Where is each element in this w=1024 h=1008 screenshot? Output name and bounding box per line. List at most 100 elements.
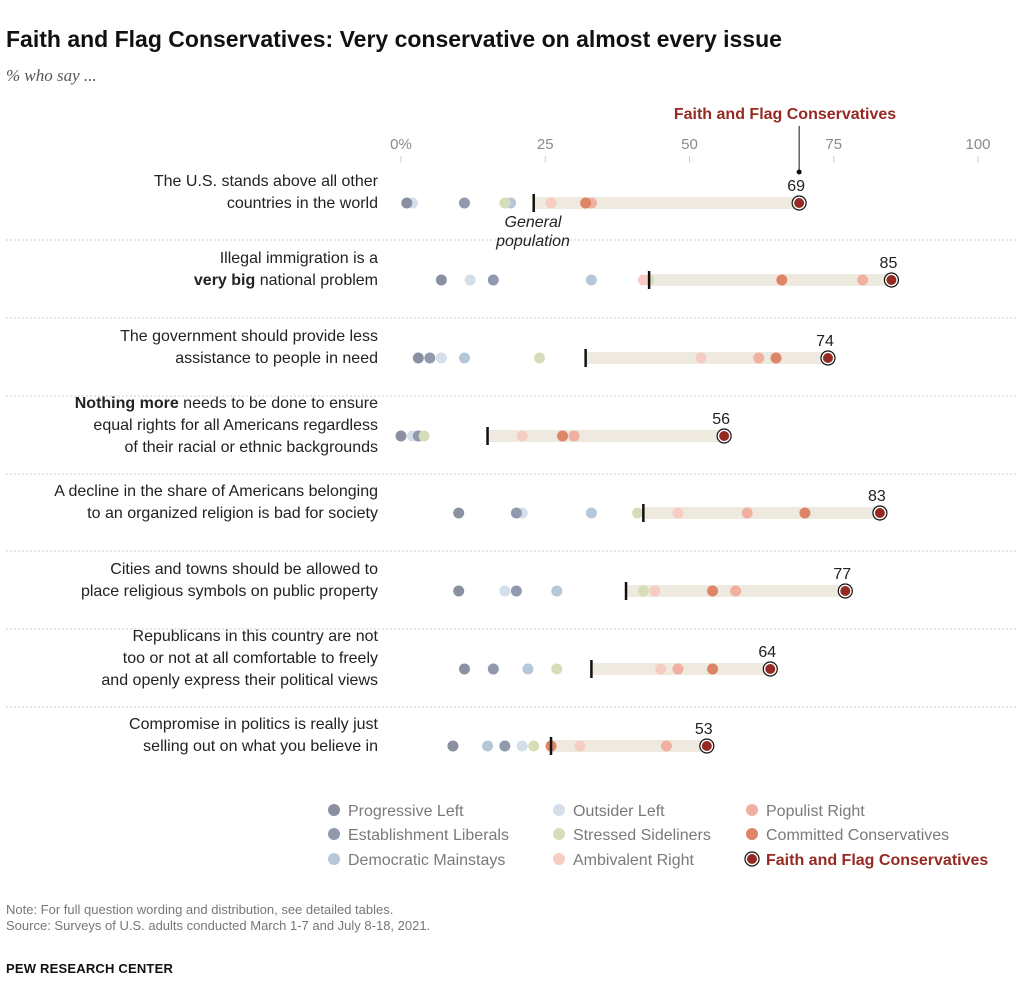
data-label: 64 [758,644,776,661]
legend-label: Faith and Flag Conservatives [766,852,988,869]
highlight-point [719,431,730,441]
data-point [660,740,672,752]
legend-label: Committed Conservatives [766,827,949,844]
range-bar [643,507,880,519]
data-point [487,663,499,675]
data-point [753,352,765,364]
data-point [499,197,511,209]
data-point [741,507,753,519]
data-point [649,585,661,597]
legend-swatch [553,853,565,865]
note-text: Note: For full question wording and dist… [6,902,394,917]
data-point [453,585,465,597]
legend-swatch [746,804,758,816]
data-label: 53 [695,721,713,738]
data-point [672,507,684,519]
data-point [695,352,707,364]
data-point [464,274,476,286]
question-label: The U.S. stands above all other countries… [153,173,378,212]
legend-label: Progressive Left [348,803,464,820]
data-point [857,274,869,286]
legend-swatch [328,804,340,816]
data-label: 83 [868,488,886,505]
data-point [435,274,447,286]
legend-swatch [747,854,757,864]
data-point [533,352,545,364]
data-point [655,663,667,675]
data-point [637,274,649,286]
data-point [510,585,522,597]
range-bar [533,197,800,209]
data-point [458,352,470,364]
brand-footer: PEW RESEARCH CENTER [6,961,174,976]
highlight-pointer-dot [796,169,802,175]
general-population-label: population [495,233,570,250]
highlight-point [765,664,776,674]
data-point [770,352,782,364]
legend-label: Democratic Mainstays [348,852,505,869]
data-point [458,663,470,675]
legend-swatch [553,804,565,816]
x-tick-label: 0% [390,136,412,153]
data-label: 85 [880,255,898,272]
data-label: 77 [833,566,851,583]
data-point [799,507,811,519]
legend-swatch [553,828,565,840]
data-point [412,352,424,364]
legend-label: Establishment Liberals [348,827,509,844]
data-point [510,507,522,519]
data-point [672,663,684,675]
highlight-series-label: Faith and Flag Conservatives [674,106,896,123]
data-point [585,507,597,519]
legend-swatch [328,828,340,840]
range-bar [649,274,892,286]
x-tick-label: 25 [537,136,554,153]
legend-label: Populist Right [766,803,865,820]
source-text: Source: Surveys of U.S. adults conducted… [6,918,431,933]
data-point [458,197,470,209]
data-point [499,585,511,597]
data-point [522,663,534,675]
chart-title: Faith and Flag Conservatives: Very conse… [6,26,782,52]
range-bar [487,430,725,442]
data-point [395,430,407,442]
general-population-label: General [505,214,562,231]
highlight-point [886,275,897,285]
question-label: Cities and towns should be allowed to pla… [80,561,378,600]
data-point [418,430,430,442]
data-point [632,507,644,519]
data-point [551,585,563,597]
data-point [730,585,742,597]
data-point [707,585,719,597]
x-tick-label: 100 [965,136,990,153]
highlight-point [794,198,805,208]
highlight-point [822,353,833,363]
data-label: 74 [816,333,834,350]
highlight-point [701,741,712,751]
question-label: A decline in the share of Americans belo… [54,483,378,522]
data-point [424,352,436,364]
data-point [568,430,580,442]
data-point [528,740,540,752]
data-point [637,585,649,597]
data-point [585,274,597,286]
data-point [545,197,557,209]
data-point [453,507,465,519]
data-label: 69 [787,178,805,195]
question-label: The government should provide less assist… [120,328,378,367]
x-tick-label: 50 [681,136,698,153]
data-point [516,740,528,752]
legend-swatch [328,853,340,865]
question-label: Illegal immigration is a very big nationa… [193,250,378,289]
data-point [580,197,592,209]
data-point [447,740,459,752]
highlight-point [840,586,851,596]
highlight-point [874,508,885,518]
data-point [487,274,499,286]
chart-subtitle: % who say ... [6,66,97,85]
data-point [499,740,511,752]
data-point [776,274,788,286]
question-label: Nothing more needs to be done to ensure e… [74,395,378,456]
data-label: 56 [712,411,730,428]
